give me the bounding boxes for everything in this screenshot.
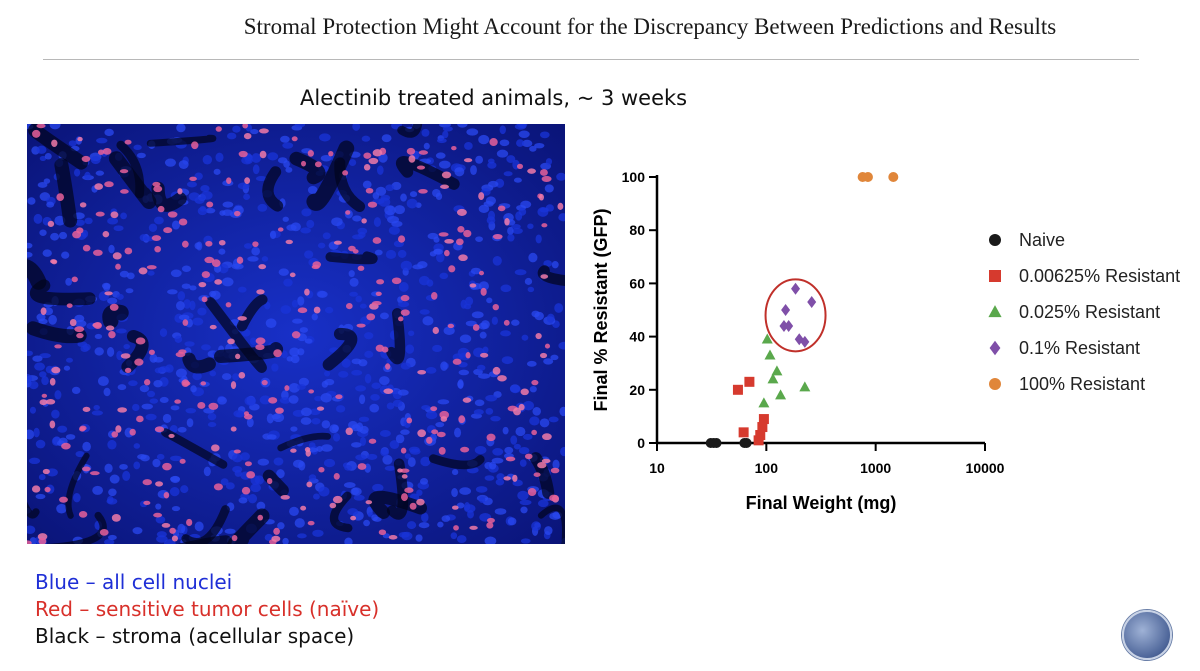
y-tick-label: 0 — [637, 435, 645, 451]
legend-marker — [989, 378, 1001, 390]
y-tick-label: 100 — [622, 169, 646, 185]
data-point — [758, 397, 770, 408]
sensitive-cells-layer — [27, 124, 564, 544]
legend-label: 0.1% Resistant — [1019, 338, 1140, 358]
resistance-scatter-chart: 0 20 40 60 80 100 10 100 1000 10000 Final Weight (… — [591, 169, 1180, 513]
data-point — [764, 349, 776, 360]
legend-marker — [988, 305, 1002, 318]
chart-legend: Naive 0.00625% Resistant 0.025% Resistant 0… — [988, 230, 1180, 394]
data-point — [779, 319, 789, 332]
series-1 — [732, 376, 769, 446]
data-point — [799, 381, 811, 392]
data-point — [732, 384, 743, 395]
highlight-ellipse — [764, 278, 827, 353]
legend-label: 0.00625% Resistant — [1019, 266, 1180, 286]
slide-subtitle: Alectinib treated animals, ~ 3 weeks — [300, 86, 688, 110]
x-tick-label: 100 — [755, 460, 779, 476]
series-4 — [857, 172, 899, 182]
x-axis-label: Final Weight (mg) — [746, 493, 897, 513]
nuclei-layer — [27, 124, 565, 544]
legend-black-stroma: Black – stroma (acellular space) — [35, 624, 355, 648]
x-tick-label: 10 — [649, 460, 665, 476]
data-point — [744, 376, 755, 387]
data-point — [794, 333, 804, 346]
x-tick-label: 1000 — [860, 460, 891, 476]
legend-label: 100% Resistant — [1019, 374, 1145, 394]
fluorescence-micrograph — [27, 124, 565, 544]
title-divider — [43, 59, 1139, 60]
legend-marker — [989, 340, 1001, 356]
x-tick-label: 10000 — [966, 460, 1005, 476]
data-point — [791, 282, 801, 295]
micrograph-image — [27, 124, 565, 544]
data-point — [781, 304, 791, 316]
data-point — [767, 373, 779, 384]
data-point — [761, 333, 773, 344]
y-tick-label: 20 — [629, 382, 645, 398]
y-tick-label: 60 — [629, 275, 645, 291]
data-point — [771, 365, 783, 376]
data-point — [888, 172, 899, 182]
slide-title: Stromal Protection Might Account for the… — [243, 14, 1057, 39]
data-point — [741, 438, 752, 448]
series-3 — [779, 282, 817, 348]
series-2 — [758, 333, 811, 408]
data-point — [775, 389, 787, 400]
legend-red-tumor-cells: Red – sensitive tumor cells (naïve) — [35, 597, 380, 621]
legend-marker — [989, 234, 1001, 246]
legend-label: 0.025% Resistant — [1019, 302, 1160, 322]
institution-logo — [1122, 610, 1172, 660]
series-0 — [705, 438, 752, 448]
y-tick-label: 40 — [629, 329, 645, 345]
y-tick-label: 80 — [629, 222, 645, 238]
data-point — [800, 335, 810, 348]
data-point — [755, 430, 766, 441]
data-point — [784, 319, 794, 332]
legend-label: Naive — [1019, 230, 1065, 250]
data-point — [738, 427, 749, 438]
data-point — [753, 435, 764, 446]
data-point — [862, 172, 873, 182]
legend-blue-nuclei: Blue – all cell nuclei — [35, 570, 233, 594]
data-point — [757, 422, 768, 433]
legend-marker — [989, 270, 1001, 282]
data-point — [807, 296, 817, 309]
y-axis-label: Final % Resistant (GFP) — [591, 208, 611, 411]
data-point — [758, 414, 769, 425]
data-point — [711, 438, 722, 448]
